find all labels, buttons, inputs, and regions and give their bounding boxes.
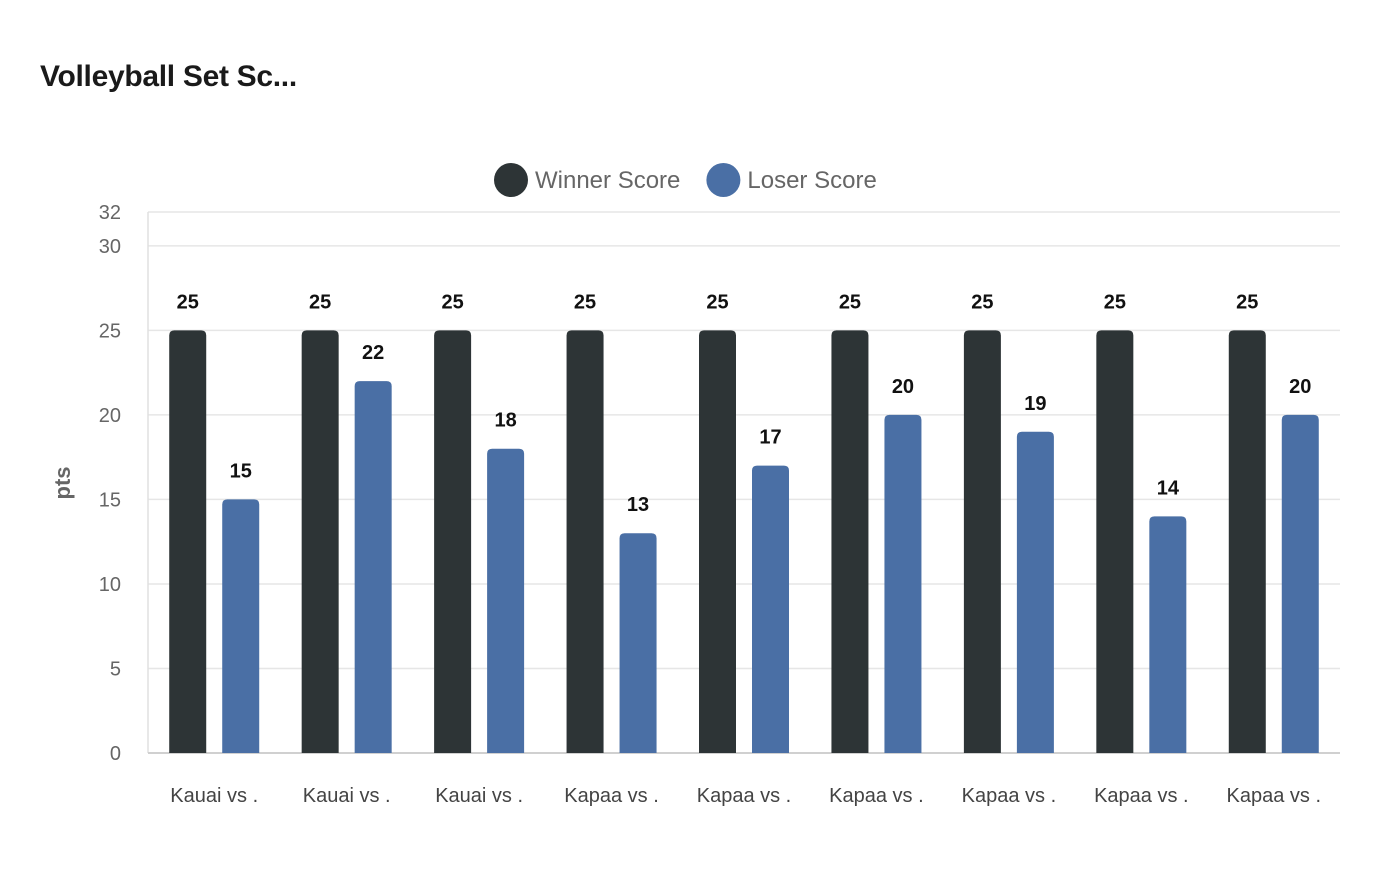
x-tick-label: Kauai vs .: [303, 785, 391, 807]
winner-score-bar: [566, 330, 604, 753]
x-tick-label: Kapaa vs .: [1094, 785, 1189, 807]
x-tick-label: Kapaa vs .: [829, 785, 924, 807]
x-tick-label: Kapaa vs .: [564, 785, 659, 807]
y-tick-label: 25: [99, 320, 121, 342]
value-label: 22: [362, 342, 384, 364]
legend-item-label: Loser Score: [747, 167, 876, 194]
winner-score-bar: [1096, 330, 1134, 753]
value-label: 20: [1289, 376, 1311, 398]
loser-score-bar: [1149, 516, 1187, 753]
winner-score-bar: [831, 330, 869, 753]
axes: [147, 212, 1340, 754]
value-label: 25: [177, 291, 199, 313]
winner-score-bar: [963, 330, 1001, 753]
loser-score-bar: [1281, 414, 1319, 753]
value-label: 14: [1157, 477, 1180, 499]
legend-marker-loser: [706, 163, 741, 197]
y-tick-label: 30: [99, 236, 121, 258]
loser-score-bar: [884, 414, 922, 753]
value-label: 25: [1236, 291, 1258, 313]
legend: Winner Score Loser Score: [494, 163, 877, 197]
x-tick-labels: Kauai vs . Kauai vs . Kauai vs . Kapaa vs .…: [170, 785, 1321, 807]
value-label: 25: [1104, 291, 1126, 313]
x-tick-label: Kapaa vs .: [1227, 785, 1322, 807]
value-label: 25: [706, 291, 728, 313]
loser-score-bar: [619, 533, 657, 753]
loser-score-bar: [1016, 431, 1054, 753]
y-tick-label: 32: [99, 202, 121, 224]
value-label: 20: [892, 376, 914, 398]
x-tick-label: Kauai vs .: [435, 785, 523, 807]
value-label: 19: [1024, 393, 1046, 415]
chart-title: Volleyball Set Sc...: [40, 60, 297, 93]
y-tick-labels: 0 5 10 15 20 25 30 32: [99, 202, 121, 765]
y-tick-label: 15: [99, 489, 121, 511]
legend-marker-winner: [494, 163, 528, 197]
x-tick-label: Kapaa vs .: [962, 785, 1057, 807]
winner-score-bar: [699, 330, 736, 753]
value-label: 25: [971, 291, 993, 313]
value-label: 17: [759, 427, 781, 449]
legend-item-label: Winner Score: [535, 167, 680, 194]
value-label: 25: [839, 291, 861, 313]
value-label: 18: [494, 410, 516, 432]
winner-score-bar: [169, 330, 207, 753]
value-label: 25: [574, 291, 596, 313]
winner-score-bar: [1228, 330, 1266, 753]
x-tick-label: Kapaa vs .: [697, 785, 792, 807]
x-tick-label: Kauai vs .: [170, 785, 258, 807]
loser-score-bar: [354, 381, 392, 753]
winner-score-bar: [301, 330, 339, 753]
value-label: 13: [627, 494, 649, 516]
y-tick-label: 5: [110, 658, 121, 680]
value-label: 15: [230, 460, 252, 482]
y-tick-label: 20: [99, 405, 121, 427]
winner-score-bar: [434, 330, 472, 753]
y-axis-label: pts: [50, 467, 75, 500]
y-tick-label: 10: [99, 574, 121, 596]
loser-score-bar: [222, 499, 260, 753]
value-labels: 25 15 25 22 25 18 25 13 25 17 25 20 25 19 25 14 25 20: [177, 291, 1312, 516]
loser-score-bar: [752, 465, 789, 753]
value-label: 25: [441, 291, 463, 313]
value-label: 25: [309, 291, 331, 313]
bars: [169, 330, 1319, 753]
y-tick-label: 0: [110, 743, 121, 765]
loser-score-bar: [487, 448, 525, 753]
